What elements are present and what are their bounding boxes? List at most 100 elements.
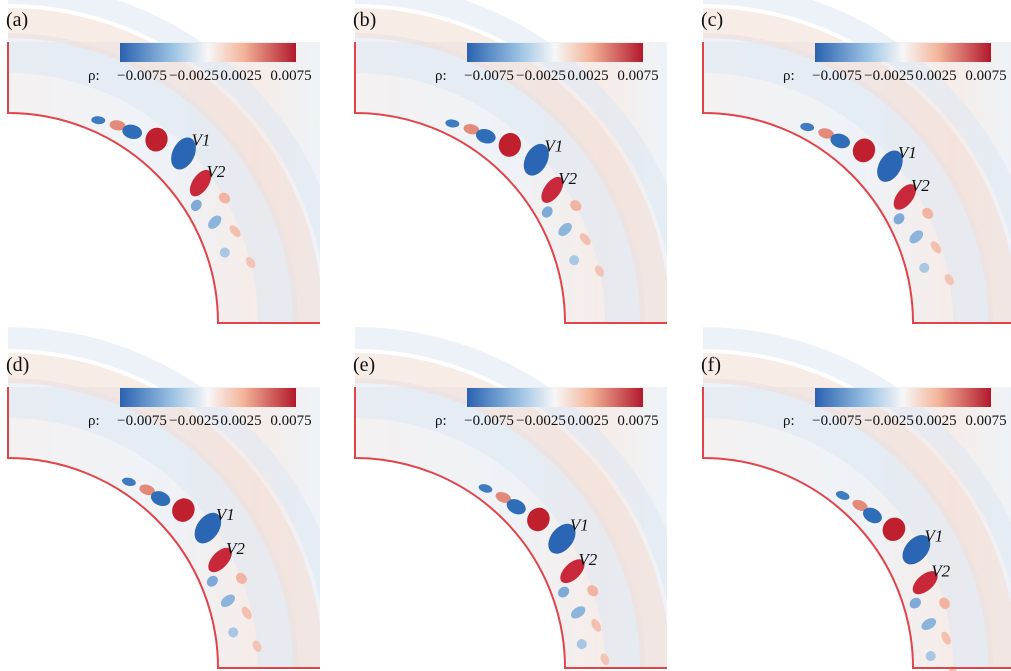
wall <box>7 42 320 324</box>
vortex-blob <box>569 255 580 266</box>
vortex-blob <box>893 184 917 210</box>
vortex-blob <box>91 116 106 125</box>
acoustic-wave <box>702 8 1011 324</box>
vortex-blob <box>579 233 591 246</box>
mask <box>320 345 350 671</box>
acoustic-wave <box>702 0 1011 241</box>
vortex-blob <box>208 547 232 573</box>
colorbar-tick-label: 0.0075 <box>270 413 311 429</box>
vortex-blob <box>852 499 868 512</box>
panel: (d) ρ: −0.0075 −0.0025 0.0025 0.0075 V1 V2 <box>6 327 350 671</box>
colorbar-tick-label: −0.0025 <box>864 413 914 429</box>
vortex-blob <box>235 572 247 584</box>
mask <box>355 113 565 323</box>
colorbar-tick-label: 0.0025 <box>567 413 608 429</box>
colorbar <box>467 388 643 407</box>
colorbar-tick-label: 0.0075 <box>617 68 658 84</box>
vortex-blob <box>189 169 212 197</box>
vortex-blob <box>893 213 905 225</box>
vortex-blob <box>830 133 850 149</box>
panel: (b) ρ: −0.0075 −0.0025 0.0025 0.0075 V1 V2 <box>353 0 697 330</box>
vortex-blob <box>922 207 934 219</box>
colorbar <box>815 388 991 407</box>
vortex-blob <box>150 491 171 507</box>
vortex-blob <box>495 491 511 503</box>
vortex-label: V1 <box>544 137 563 156</box>
vortex-blob <box>594 265 605 277</box>
wall <box>702 42 1011 324</box>
mask <box>8 458 218 668</box>
colorbar-tick-label: −0.0025 <box>516 413 566 429</box>
vortex-blob <box>498 133 521 157</box>
colorbar <box>120 43 296 62</box>
vortex-blob <box>921 618 937 631</box>
vortex-blob <box>800 122 815 132</box>
colorbar-tick-label: −0.0075 <box>464 413 514 429</box>
vortex-blob <box>218 192 231 204</box>
vortex-blob <box>241 606 252 620</box>
vortex-blob <box>206 575 218 587</box>
colorbar-tick-label: −0.0025 <box>864 68 914 84</box>
vortex-blob <box>587 585 599 597</box>
acoustic-wave <box>354 8 670 324</box>
vortex-blob <box>252 640 262 652</box>
mask <box>667 0 697 330</box>
mask <box>355 458 565 668</box>
vortex-blob <box>863 507 882 524</box>
vortex-blob <box>145 127 168 152</box>
vortex-blob <box>939 597 950 609</box>
colorbar-tick-label: −0.0025 <box>516 68 566 84</box>
vortex-blob <box>570 606 586 619</box>
vortex-label: V1 <box>192 131 211 150</box>
wall <box>702 387 1011 669</box>
mask <box>320 0 350 330</box>
vortex-label: V1 <box>924 527 943 546</box>
colorbar-tick-label: 0.0075 <box>617 413 658 429</box>
colorbar-tick-label: −0.0075 <box>464 68 514 84</box>
vortex-blob <box>172 498 195 522</box>
colorbar-tick-label: −0.0075 <box>117 413 167 429</box>
acoustic-wave <box>7 353 323 669</box>
vortex-blob <box>219 247 230 258</box>
mask <box>8 113 218 323</box>
wall <box>7 387 320 669</box>
wall <box>354 387 667 669</box>
colorbar <box>815 43 991 62</box>
panel-label: (c) <box>701 9 723 31</box>
mask <box>703 458 913 668</box>
vortex-blob <box>122 124 143 139</box>
colorbar-tick-label: 0.0025 <box>220 68 261 84</box>
colorbar-tick-label: 0.0025 <box>567 68 608 84</box>
acoustic-wave <box>354 353 670 669</box>
colorbar-tick-label: −0.0075 <box>812 413 862 429</box>
acoustic-wave <box>702 327 1011 586</box>
colorbar-tick-label: 0.0075 <box>965 68 1006 84</box>
vortex-blob <box>882 517 906 541</box>
colorbar <box>467 43 643 62</box>
vortex-blob <box>570 200 582 212</box>
panel-label: (e) <box>353 354 375 376</box>
colorbar-symbol: ρ: <box>783 413 795 429</box>
vortex-blob <box>818 128 834 139</box>
vortex-blob <box>245 257 256 268</box>
vortex-blob <box>506 499 526 515</box>
mask <box>703 113 913 323</box>
vortex-blob <box>902 534 931 565</box>
vortex-blob <box>930 241 942 254</box>
vortex-blob <box>852 138 876 163</box>
vortex-blob <box>541 206 553 218</box>
vortex-blob <box>591 619 602 632</box>
colorbar-tick-label: 0.0075 <box>270 68 311 84</box>
colorbar-tick-label: 0.0075 <box>965 413 1006 429</box>
vortex-blob <box>558 586 570 598</box>
acoustic-wave <box>702 353 1011 669</box>
colorbar-tick-label: −0.0075 <box>812 68 862 84</box>
vortex-label: V2 <box>558 169 577 188</box>
vortex-label: V2 <box>931 562 950 581</box>
vortex-blob <box>190 199 202 211</box>
colorbar-tick-label: 0.0025 <box>220 413 261 429</box>
vortex-blob <box>475 128 496 144</box>
vortex-blob <box>109 120 126 131</box>
panel: (f) ρ: −0.0075 −0.0025 0.0025 0.0075 V1 V2 <box>701 327 1011 671</box>
